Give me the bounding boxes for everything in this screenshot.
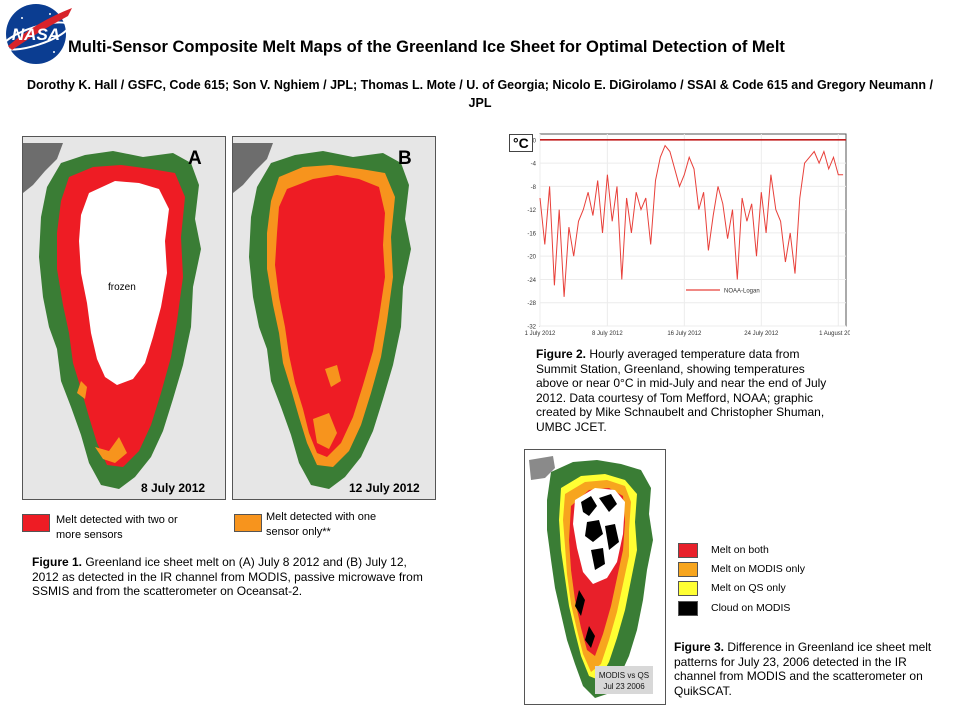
x-tick-label: 16 July 2012 <box>667 331 702 337</box>
x-tick-label: 1 August 2012 <box>819 331 850 337</box>
legend-swatch-two-sensors <box>22 514 50 532</box>
frozen-label: frozen <box>108 282 136 293</box>
y-tick-label: 0 <box>533 138 537 144</box>
map-a-letter: A <box>188 148 202 169</box>
unit-label: °C <box>509 134 533 152</box>
y-tick-label: -12 <box>527 208 536 214</box>
y-tick-label: -4 <box>531 162 537 168</box>
legend-label: Melt on MODIS only <box>711 563 805 575</box>
nasa-logo: NASA <box>2 2 74 66</box>
legend-swatch-one-sensor <box>234 514 262 532</box>
svg-text:NASA: NASA <box>12 25 60 44</box>
legend-label-two-sensors: Melt detected with two or more sensors <box>56 514 178 541</box>
figure3-caption: Figure 3. Difference in Greenland ice sh… <box>674 640 932 698</box>
legend-label: Cloud on MODIS <box>711 602 791 614</box>
map-b-letter: B <box>398 148 412 169</box>
figure1-caption: Figure 1. Greenland ice sheet melt on (A… <box>32 555 423 598</box>
y-tick-label: -28 <box>527 301 536 307</box>
svg-text:MODIS vs QS: MODIS vs QS <box>599 671 649 680</box>
legend-item: Melt on QS only <box>678 580 828 596</box>
x-tick-label: 24 July 2012 <box>744 331 779 337</box>
legend-swatch <box>678 581 698 596</box>
melt-map-a <box>22 136 226 500</box>
legend-item: Melt on MODIS only <box>678 561 828 577</box>
legend-label: Melt on QS only <box>711 582 786 594</box>
melt-map-b <box>232 136 436 500</box>
temperature-chart: 0 -4 -8 -12 -16 -20 -24 -28 -32 1 July 2012 8 July… <box>510 130 858 340</box>
legend-swatch <box>678 543 698 558</box>
y-tick-label: -8 <box>531 185 537 191</box>
legend-swatch <box>678 601 698 616</box>
melt-difference-map: MODIS vs QS Jul 23 2006 <box>524 449 666 705</box>
figure2-caption: Figure 2. Hourly averaged temperature da… <box>536 347 827 434</box>
page-title: Multi-Sensor Composite Melt Maps of the … <box>68 38 785 56</box>
legend-series-label: NOAA-Logan <box>724 289 760 295</box>
x-tick-label: 8 July 2012 <box>592 331 623 337</box>
x-tick-label: 1 July 2012 <box>525 331 556 337</box>
temperature-series-line <box>539 144 844 297</box>
svg-text:Jul 23 2006: Jul 23 2006 <box>603 682 645 691</box>
y-tick-label: -24 <box>527 278 536 284</box>
legend-label-one-sensor: Melt detected with one sensor only** <box>266 511 377 538</box>
legend-swatch <box>678 562 698 577</box>
y-tick-label: -16 <box>527 231 536 237</box>
map-a-date: 8 July 2012 <box>141 481 206 495</box>
y-tick-label: -32 <box>527 325 536 331</box>
author-list: Dorothy K. Hall / GSFC, Code 615; Son V.… <box>27 78 933 110</box>
legend-item: Melt on both <box>678 542 828 558</box>
map-b-date: 12 July 2012 <box>349 481 420 495</box>
legend-item: Cloud on MODIS <box>678 600 828 616</box>
legend-label: Melt on both <box>711 544 769 556</box>
y-tick-label: -20 <box>527 255 536 261</box>
